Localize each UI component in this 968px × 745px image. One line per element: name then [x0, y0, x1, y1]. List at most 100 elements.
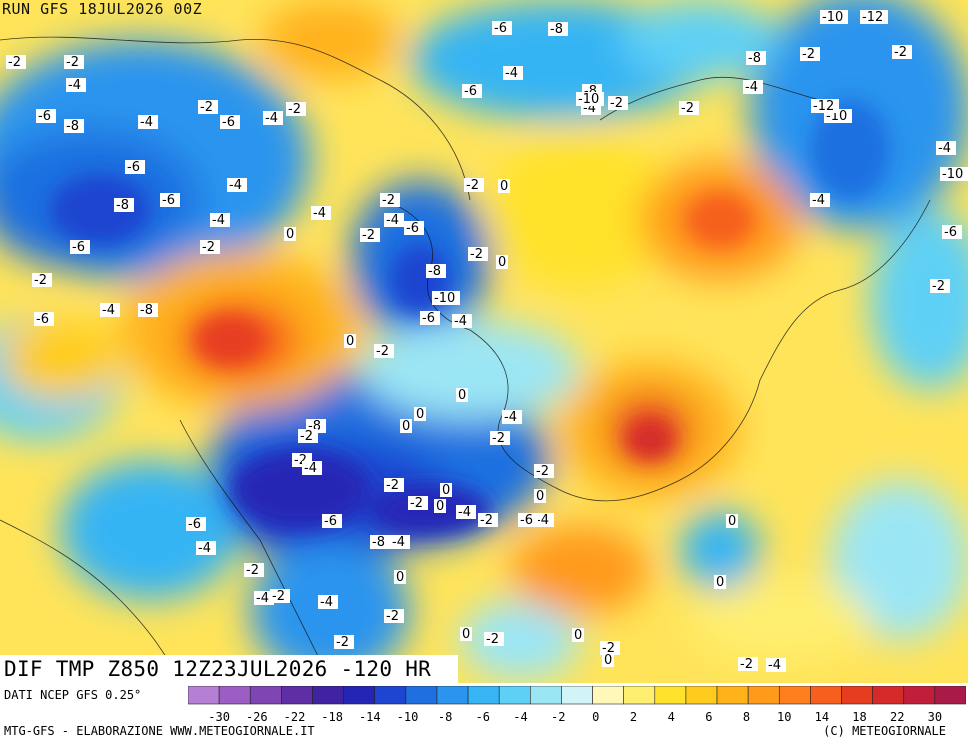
contour-label: 0 — [716, 575, 724, 590]
contour-label-bg — [440, 483, 452, 497]
contour-label-bg — [370, 535, 390, 549]
contour-label-bg — [286, 102, 306, 116]
contour-label-bg — [602, 653, 614, 667]
contour-label: 0 — [442, 483, 450, 498]
contour-label: -2 — [410, 496, 423, 511]
colorbar-swatch — [654, 686, 687, 705]
contour-label-bg — [400, 419, 412, 433]
colorbar-swatch — [312, 686, 344, 705]
colorbar-tick-label: -30 — [208, 710, 230, 724]
contour-label: -2 — [536, 464, 549, 479]
contour-label: -6 — [127, 160, 140, 175]
contour-label-bg — [36, 109, 56, 123]
contour-label: -8 — [372, 535, 385, 550]
contour-label: -2 — [66, 55, 79, 70]
contour-label: -2 — [8, 55, 21, 70]
contour-label-bg — [404, 221, 424, 235]
contour-label: -12 — [862, 10, 883, 25]
colorbar-tick-label: 0 — [592, 710, 599, 724]
colorbar-tick-label: -22 — [284, 710, 306, 724]
contour-label-bg — [478, 513, 498, 527]
contour-label-bg — [679, 101, 699, 115]
contour-label-bg — [766, 658, 786, 672]
colorbar-swatch — [281, 686, 313, 705]
contour-label-bg — [572, 628, 584, 642]
colorbar-swatch — [872, 686, 905, 705]
colorbar-swatch — [218, 686, 251, 705]
contour-label: -2 — [382, 193, 395, 208]
contour-label: -4 — [102, 303, 115, 318]
contour-label: -2 — [480, 513, 493, 528]
contour-label: -8 — [116, 198, 129, 213]
contour-label-bg — [468, 247, 488, 261]
contour-label-bg — [408, 496, 428, 510]
contour-label: -2 — [200, 100, 213, 115]
contour-label-bg — [534, 513, 554, 527]
colorbar-tick-label: -8 — [438, 710, 452, 724]
contour-label-bg — [186, 517, 206, 531]
contour-label: -4 — [454, 314, 467, 329]
contour-label: -4 — [505, 66, 518, 81]
contour-label: -2 — [492, 431, 505, 446]
contour-label-bg — [860, 10, 888, 24]
contour-label: -6 — [324, 514, 337, 529]
contour-label: -2 — [602, 641, 615, 656]
contour-label: -4 — [265, 111, 278, 126]
contour-label-bg — [200, 240, 220, 254]
contour-label: -10 — [942, 167, 963, 182]
contour-label: 0 — [402, 419, 410, 434]
contour-label: -6 — [222, 115, 235, 130]
contour-label-bg — [456, 388, 468, 402]
colorbar: -30 -26 -22 -18 -14 -10 -8 -6 -4 -2 0 2 4 6 8 10 14 18 22 3… — [188, 686, 966, 724]
contour-label: -4 — [229, 178, 242, 193]
contour-label: -8 — [66, 119, 79, 134]
contour-label: -6 — [188, 517, 201, 532]
contour-label-bg — [426, 264, 446, 278]
contour-label-bg — [198, 100, 218, 114]
contour-label: 0 — [728, 514, 736, 529]
contour-label-bg — [160, 193, 180, 207]
colorbar-swatch — [903, 686, 936, 705]
title-panel — [0, 655, 458, 685]
contour-label: -2 — [802, 47, 815, 62]
contour-label: -2 — [470, 247, 483, 262]
contour-label: -2 — [376, 344, 389, 359]
contour-label-bg — [270, 589, 290, 603]
contour-label: -6 — [422, 311, 435, 326]
contour-label: -2 — [486, 632, 499, 647]
contour-label-bg — [534, 464, 554, 478]
contour-label: -10 — [578, 92, 599, 107]
colorbar-swatch — [498, 686, 531, 705]
colorbar-tick-label: -26 — [246, 710, 268, 724]
contour-label-bg — [284, 227, 296, 241]
colorbar-swatch — [685, 686, 718, 705]
contour-label: -2 — [300, 429, 313, 444]
contour-label-bg — [196, 541, 216, 555]
colorbar-swatch — [436, 686, 469, 705]
contour-labels: -2 -2 -4 -6 -8 -4 -6 -2 -4 -2 -6 -8 -6 -4 -4 -6 -2 0 -2 -4 -… — [6, 10, 968, 673]
contour-label: -6 — [72, 240, 85, 255]
contour-label-bg — [322, 514, 342, 528]
contour-label-bg — [138, 303, 158, 317]
contour-label: -6 — [162, 193, 175, 208]
contour-label-bg — [452, 314, 472, 328]
contour-label-bg — [70, 240, 90, 254]
contour-label: 0 — [500, 179, 508, 194]
contour-label: -2 — [34, 273, 47, 288]
contour-label: -2 — [932, 279, 945, 294]
contour-label-bg — [298, 429, 318, 443]
contour-label-bg — [503, 66, 523, 80]
contour-label-bg — [726, 514, 738, 528]
colorbar-swatch — [623, 686, 656, 705]
contour-label-bg — [936, 141, 956, 155]
colorbar-swatch — [841, 686, 873, 705]
colorbar-swatch — [374, 686, 407, 705]
contour-label-bg — [738, 657, 758, 671]
contour-label: -4 — [320, 595, 333, 610]
contour-label: 0 — [436, 499, 444, 514]
contour-label-bg — [360, 228, 380, 242]
contour-label-bg — [384, 478, 404, 492]
contour-label: -4 — [304, 461, 317, 476]
contour-label-bg — [66, 78, 86, 92]
colorbar-tick-label: -6 — [476, 710, 490, 724]
